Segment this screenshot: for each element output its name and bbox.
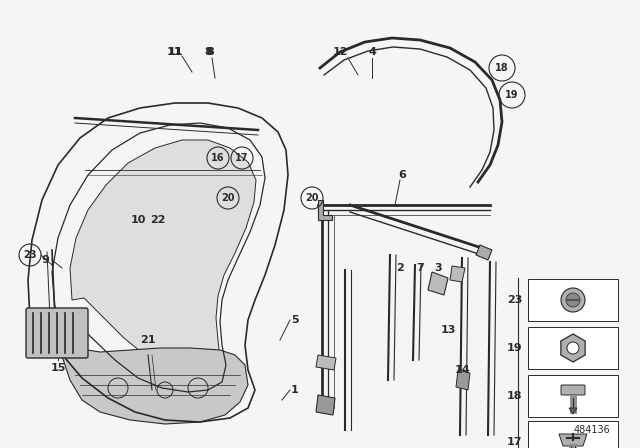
Text: 11: 11: [167, 47, 183, 57]
Text: 17: 17: [236, 153, 249, 163]
Text: 18: 18: [495, 63, 509, 73]
Text: 21: 21: [140, 335, 156, 345]
Text: 5: 5: [291, 315, 299, 325]
Polygon shape: [316, 395, 335, 415]
Text: 8: 8: [206, 47, 214, 57]
Polygon shape: [559, 434, 587, 446]
Polygon shape: [456, 370, 470, 390]
Text: 11: 11: [166, 47, 182, 57]
Text: 9: 9: [41, 255, 49, 265]
Text: 8: 8: [204, 47, 212, 57]
Text: 23: 23: [23, 250, 36, 260]
Text: 19: 19: [505, 90, 519, 100]
Text: 2: 2: [396, 263, 404, 273]
Text: 17: 17: [506, 437, 522, 447]
Text: 16: 16: [211, 153, 225, 163]
Text: 13: 13: [440, 325, 456, 335]
Text: 18: 18: [506, 391, 522, 401]
Polygon shape: [318, 200, 332, 220]
Text: 12: 12: [332, 47, 348, 57]
Text: 14: 14: [454, 365, 470, 375]
Text: 20: 20: [221, 193, 235, 203]
Text: 10: 10: [131, 215, 146, 225]
Circle shape: [561, 288, 585, 312]
Text: 19: 19: [506, 343, 522, 353]
Text: 23: 23: [507, 295, 522, 305]
Polygon shape: [428, 272, 448, 295]
Polygon shape: [569, 408, 577, 414]
FancyBboxPatch shape: [528, 421, 618, 448]
Polygon shape: [561, 334, 585, 362]
FancyBboxPatch shape: [528, 279, 618, 321]
Polygon shape: [476, 245, 492, 260]
FancyBboxPatch shape: [561, 385, 585, 395]
Circle shape: [567, 342, 579, 354]
Circle shape: [566, 293, 580, 307]
Text: 20: 20: [305, 193, 319, 203]
Polygon shape: [316, 355, 336, 370]
Text: 4: 4: [368, 47, 376, 57]
Polygon shape: [450, 266, 465, 282]
Text: 7: 7: [416, 263, 424, 273]
Text: 6: 6: [398, 170, 406, 180]
Text: 3: 3: [434, 263, 442, 273]
Text: 484136: 484136: [573, 425, 611, 435]
Text: 22: 22: [150, 215, 166, 225]
Polygon shape: [60, 348, 248, 424]
FancyBboxPatch shape: [528, 375, 618, 417]
FancyBboxPatch shape: [528, 327, 618, 369]
Polygon shape: [70, 140, 256, 372]
Text: 15: 15: [51, 363, 66, 373]
Text: 1: 1: [291, 385, 299, 395]
FancyBboxPatch shape: [26, 308, 88, 358]
